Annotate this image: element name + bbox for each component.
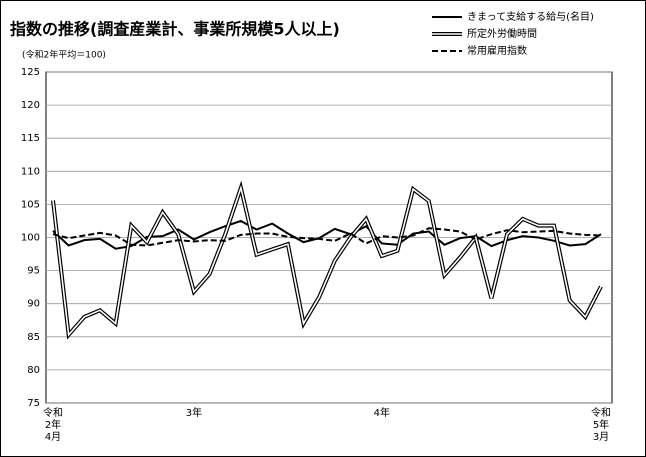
y-tick-label: 105: [21, 199, 40, 210]
y-tick-label: 90: [27, 299, 40, 310]
chart-title: 指数の推移(調査産業計、事業所規模5人以上): [10, 20, 340, 39]
y-tick-label: 80: [27, 365, 40, 376]
y-tick-label: 125: [21, 67, 40, 78]
y-tick-label: 110: [21, 166, 40, 177]
series-line-inner: [52, 184, 602, 337]
y-tick-label: 75: [27, 398, 40, 409]
x-tick-label: 3年: [185, 408, 203, 419]
legend-label: 所定外労働時間: [467, 27, 537, 40]
y-tick-label: 115: [21, 133, 40, 144]
y-tick-label: 85: [27, 332, 40, 343]
series-line: [52, 227, 602, 247]
y-tick-label: 95: [27, 266, 40, 277]
legend-label: きまって支給する給与(名目): [467, 10, 594, 23]
chart-subtitle: (令和2年平均＝100): [22, 49, 106, 61]
y-tick-label: 120: [21, 100, 40, 111]
legend-label: 常用雇用指数: [467, 44, 527, 57]
y-tick-label: 100: [21, 233, 40, 244]
series-line: [51, 180, 603, 340]
x-tick-label: 令和 2年 4月: [43, 408, 63, 443]
x-tick-label: 令和 5年 3月: [591, 408, 611, 443]
x-tick-label: 4年: [373, 408, 390, 419]
